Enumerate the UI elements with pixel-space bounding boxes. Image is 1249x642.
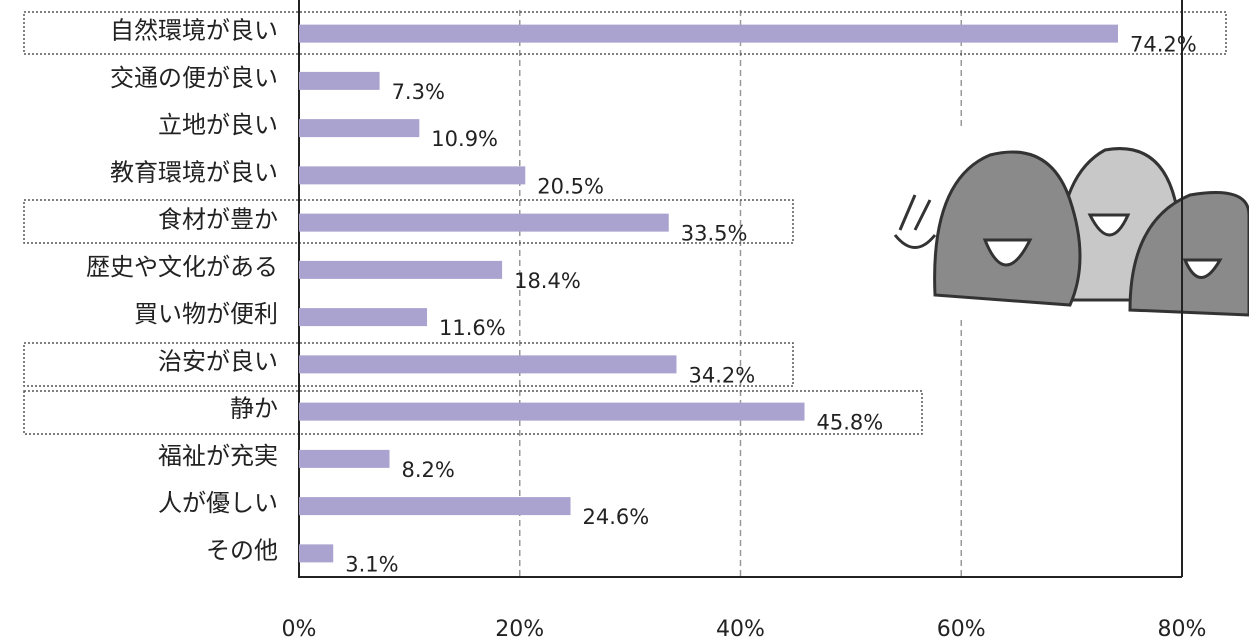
category-label: 買い物が便利: [134, 300, 278, 328]
category-label: 教育環境が良い: [110, 158, 278, 186]
chart: 0% 20% 40% 60% 80% 自然環境が良い 74.2% 交通の便が良い 7.3% 立地が…: [0, 0, 1249, 642]
bar: [299, 214, 669, 232]
value-label: 74.2%: [1130, 33, 1197, 57]
bar: [299, 72, 380, 90]
category-label: 静か: [230, 395, 278, 423]
illustration: [880, 130, 1249, 320]
bar: [299, 308, 427, 326]
bar: [299, 450, 390, 468]
bar: [299, 166, 525, 184]
value-label: 10.9%: [431, 127, 498, 151]
value-label: 18.4%: [514, 269, 581, 293]
category-label: 立地が良い: [158, 111, 278, 139]
bar: [299, 497, 571, 515]
x-tick-label: 0%: [282, 617, 317, 642]
value-label: 20.5%: [537, 174, 604, 198]
value-label: 11.6%: [439, 316, 506, 340]
value-label: 8.2%: [402, 458, 455, 482]
category-label: 治安が良い: [158, 347, 278, 375]
category-label: 食材が豊か: [158, 206, 278, 234]
bar: [299, 544, 333, 562]
value-label: 34.2%: [688, 363, 755, 387]
category-label: 福祉が充実: [158, 442, 278, 470]
category-label: 自然環境が良い: [110, 17, 278, 45]
bar: [299, 119, 419, 137]
category-label: 交通の便が良い: [110, 64, 278, 92]
x-tick-label: 40%: [716, 617, 765, 642]
x-tick-label: 60%: [937, 617, 986, 642]
bar: [299, 261, 502, 279]
value-label: 33.5%: [681, 222, 748, 246]
plot: 0% 20% 40% 60% 80% 自然環境が良い 74.2% 交通の便が良い 7.3% 立地が…: [86, 0, 1206, 642]
bar: [299, 355, 676, 373]
value-label: 24.6%: [583, 505, 650, 529]
value-label: 45.8%: [817, 411, 884, 435]
bar: [299, 403, 805, 421]
category-label: その他: [206, 536, 278, 564]
value-label: 3.1%: [345, 552, 398, 576]
x-tick-label: 80%: [1158, 617, 1207, 642]
category-label: 人が優しい: [158, 489, 278, 517]
bar: [299, 25, 1118, 43]
page: 0% 20% 40% 60% 80% 自然環境が良い 74.2% 交通の便が良い 7.3% 立地が…: [0, 0, 1249, 642]
x-tick-label: 20%: [495, 617, 544, 642]
category-label: 歴史や文化がある: [86, 253, 278, 281]
value-label: 7.3%: [392, 80, 445, 104]
